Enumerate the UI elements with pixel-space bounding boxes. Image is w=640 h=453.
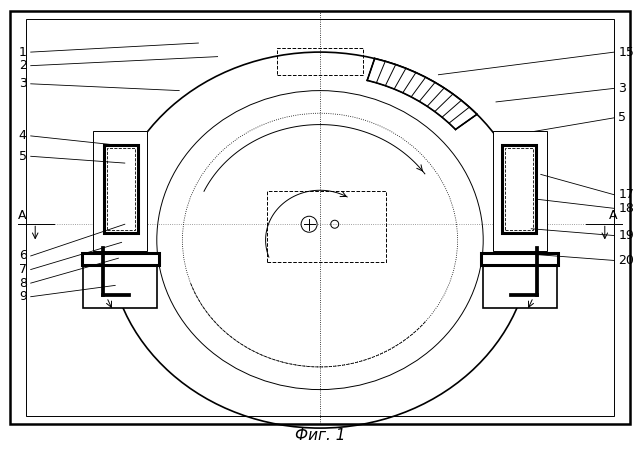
Polygon shape bbox=[367, 58, 477, 130]
Text: 18: 18 bbox=[618, 202, 634, 215]
Text: 17: 17 bbox=[618, 188, 634, 201]
Bar bbox=[268, 192, 385, 262]
Text: 19: 19 bbox=[618, 229, 634, 242]
Bar bbox=[277, 48, 364, 75]
Text: 3: 3 bbox=[618, 82, 627, 95]
Text: A: A bbox=[18, 209, 26, 222]
Text: 5: 5 bbox=[618, 111, 627, 124]
Bar bbox=[506, 148, 532, 230]
Text: 3: 3 bbox=[19, 77, 27, 90]
Bar bbox=[481, 253, 558, 265]
Text: 7: 7 bbox=[19, 263, 27, 276]
Text: 8: 8 bbox=[19, 277, 27, 289]
Bar bbox=[104, 145, 138, 233]
Text: A: A bbox=[609, 209, 618, 222]
Bar bbox=[26, 19, 614, 416]
Bar bbox=[82, 253, 159, 265]
Text: 6: 6 bbox=[19, 250, 27, 262]
Text: 5: 5 bbox=[19, 150, 27, 163]
Bar bbox=[502, 145, 536, 233]
Text: 9: 9 bbox=[19, 290, 27, 303]
Text: 15: 15 bbox=[618, 46, 634, 58]
Text: 2: 2 bbox=[19, 59, 27, 72]
Bar bbox=[493, 131, 547, 251]
Bar bbox=[93, 131, 147, 251]
Text: 20: 20 bbox=[618, 254, 634, 267]
Text: 1: 1 bbox=[19, 46, 27, 58]
Text: Фиг. 1: Фиг. 1 bbox=[295, 428, 345, 443]
Circle shape bbox=[301, 216, 317, 232]
Bar bbox=[83, 265, 157, 308]
Bar bbox=[108, 148, 134, 230]
Bar bbox=[483, 265, 557, 308]
Text: 4: 4 bbox=[19, 130, 27, 142]
